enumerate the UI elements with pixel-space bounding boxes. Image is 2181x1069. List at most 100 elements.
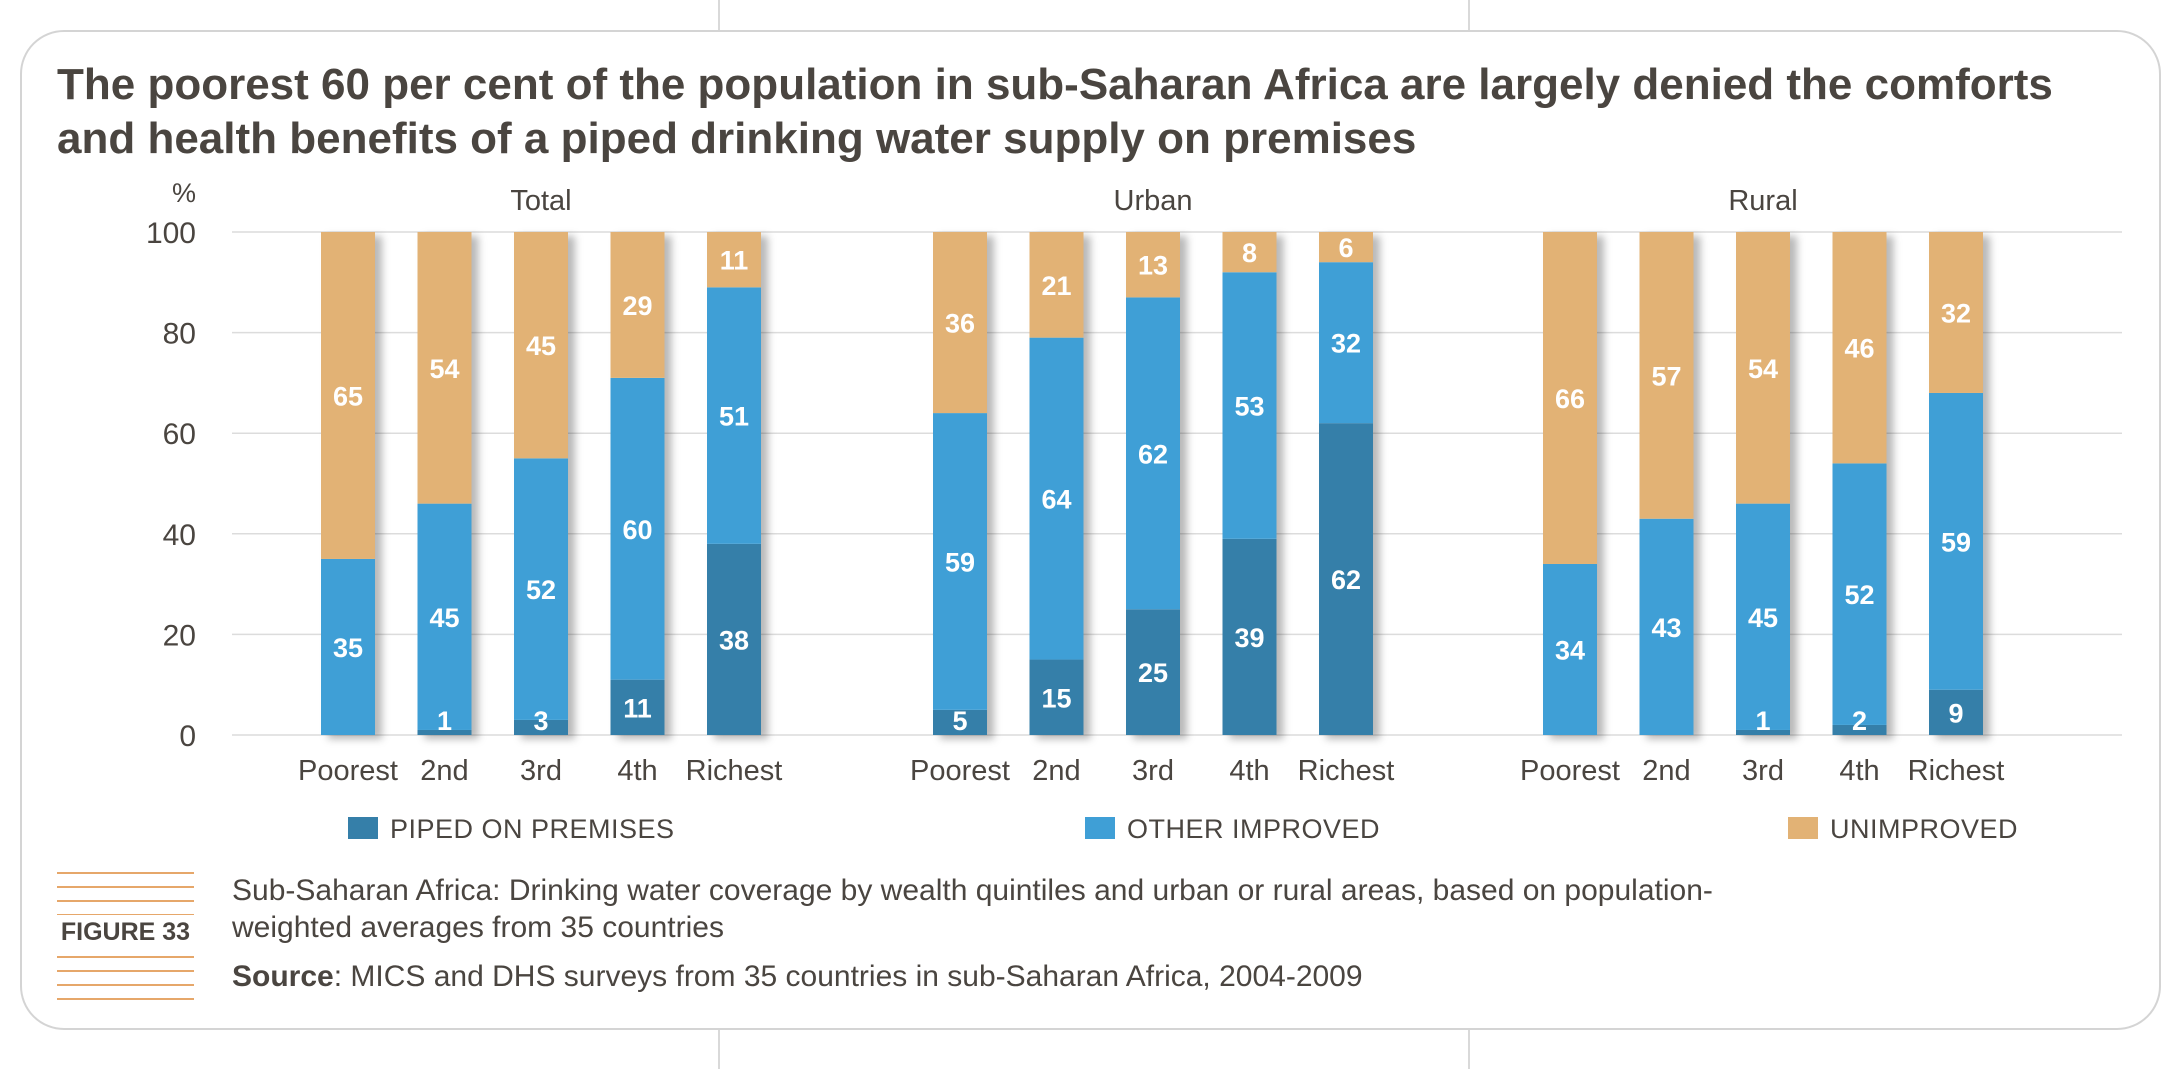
data-label: 45 — [1748, 603, 1778, 633]
x-tick-label: 3rd — [1132, 755, 1174, 787]
source-text: : MICS and DHS surveys from 35 countries… — [333, 960, 1363, 993]
data-label: 29 — [622, 291, 652, 321]
bar-segment — [1929, 232, 1983, 393]
x-tick-label: 3rd — [520, 755, 562, 787]
data-label: 3 — [533, 706, 548, 736]
y-tick-label: 60 — [163, 418, 196, 451]
bar-stack — [321, 232, 375, 735]
x-tick-label: Richest — [1298, 755, 1395, 787]
bar-stack — [1319, 232, 1373, 735]
bar-segment — [1832, 463, 1887, 725]
x-tick-label: 2nd — [1642, 755, 1690, 787]
labels-layer: Total3565Poorest145542nd352453rd1160294t… — [298, 185, 2004, 787]
panel-title: Urban — [1114, 185, 1193, 217]
bar-segment — [514, 458, 568, 720]
bar-segment — [1126, 609, 1180, 735]
bar-segment — [1222, 272, 1277, 539]
y-axis: 0 20 40 60 80 100% — [146, 178, 196, 753]
bar-segment — [417, 729, 472, 735]
bar-segment — [1222, 538, 1277, 735]
bar-segment — [707, 287, 761, 544]
bar-segment — [1029, 232, 1084, 338]
chart-title: The poorest 60 per cent of the populatio… — [57, 60, 2053, 163]
bar-stack — [610, 232, 665, 735]
bar-stack — [1543, 232, 1597, 735]
data-label: 43 — [1651, 613, 1681, 643]
source-label: Source — [232, 960, 334, 993]
data-label: 8 — [1242, 238, 1257, 268]
data-label: 66 — [1555, 384, 1585, 414]
x-tick-label: Richest — [1908, 755, 2005, 787]
bar-segment — [1736, 232, 1790, 504]
data-label: 11 — [720, 246, 749, 276]
x-tick-label: 2nd — [1032, 755, 1080, 787]
data-label: 52 — [1844, 580, 1874, 610]
bar-segment — [1929, 392, 1983, 690]
x-tick-label: 2nd — [420, 755, 468, 787]
figure-card — [20, 30, 2161, 1030]
data-label: 60 — [622, 515, 652, 545]
bar-segment — [610, 377, 665, 680]
bar-segment — [1029, 659, 1084, 735]
bar-segment — [933, 232, 987, 414]
bar-segment — [1319, 423, 1373, 735]
bar-stack — [707, 232, 761, 735]
data-label: 52 — [526, 575, 556, 605]
bar-segment — [707, 543, 761, 735]
x-tick-label: Poorest — [1520, 755, 1620, 787]
data-label: 62 — [1138, 439, 1168, 469]
bar-segment — [1639, 232, 1694, 519]
data-label: 21 — [1041, 271, 1071, 301]
legend-label: PIPED ON PREMISES — [390, 814, 675, 844]
y-tick-label: 40 — [163, 519, 196, 552]
legend-swatch — [1788, 817, 1818, 839]
x-tick-label: 4th — [1229, 755, 1269, 787]
data-label: 38 — [719, 625, 749, 655]
bar-stack — [1736, 232, 1790, 735]
bar-stack — [514, 232, 568, 735]
y-tick-label: 0 — [179, 720, 196, 753]
data-label: 11 — [623, 693, 652, 723]
bar-stack — [417, 232, 472, 735]
bar-segment — [321, 558, 375, 735]
legend-swatch — [1085, 817, 1115, 839]
y-axis-label: % — [172, 178, 196, 208]
bar-segment — [610, 232, 665, 378]
data-label: 53 — [1234, 392, 1264, 422]
x-tick-label: 4th — [617, 755, 657, 787]
y-tick-label: 100 — [146, 217, 196, 250]
bar-segment — [1222, 232, 1277, 273]
data-label: 5 — [952, 706, 967, 736]
bar-segment — [514, 232, 568, 459]
data-label: 46 — [1844, 334, 1874, 364]
bar-segment — [610, 679, 665, 735]
bars-layer — [321, 232, 1983, 735]
bar-segment — [514, 719, 568, 735]
legend-swatch — [348, 817, 378, 839]
bar-segment — [933, 709, 987, 735]
figure-source: Source: MICS and DHS surveys from 35 cou… — [232, 958, 2032, 995]
data-label: 54 — [1748, 354, 1778, 384]
bar-stack — [1126, 232, 1180, 735]
bar-segment — [1832, 232, 1887, 464]
data-label: 13 — [1138, 251, 1168, 281]
data-label: 32 — [1941, 298, 1971, 328]
data-label: 36 — [945, 309, 975, 339]
bar-segment — [1736, 729, 1790, 735]
figure-caption: Sub-Saharan Africa: Drinking water cover… — [232, 874, 1713, 944]
data-label: 9 — [1948, 698, 1963, 728]
bar-segment — [1929, 689, 1983, 735]
x-tick-label: 3rd — [1742, 755, 1784, 787]
panel-title: Total — [510, 185, 571, 217]
data-label: 45 — [526, 331, 556, 361]
bar-segment — [1319, 232, 1373, 263]
y-tick-label: 80 — [163, 318, 196, 351]
data-label: 1 — [437, 706, 452, 736]
bar-segment — [1543, 563, 1597, 735]
bar-segment — [1832, 724, 1887, 735]
bar-segment — [417, 232, 472, 504]
figure-number-label: FIGURE 33 — [57, 915, 194, 949]
bar-segment — [1126, 232, 1180, 298]
data-label: 57 — [1651, 361, 1681, 391]
bar-segment — [417, 503, 472, 730]
